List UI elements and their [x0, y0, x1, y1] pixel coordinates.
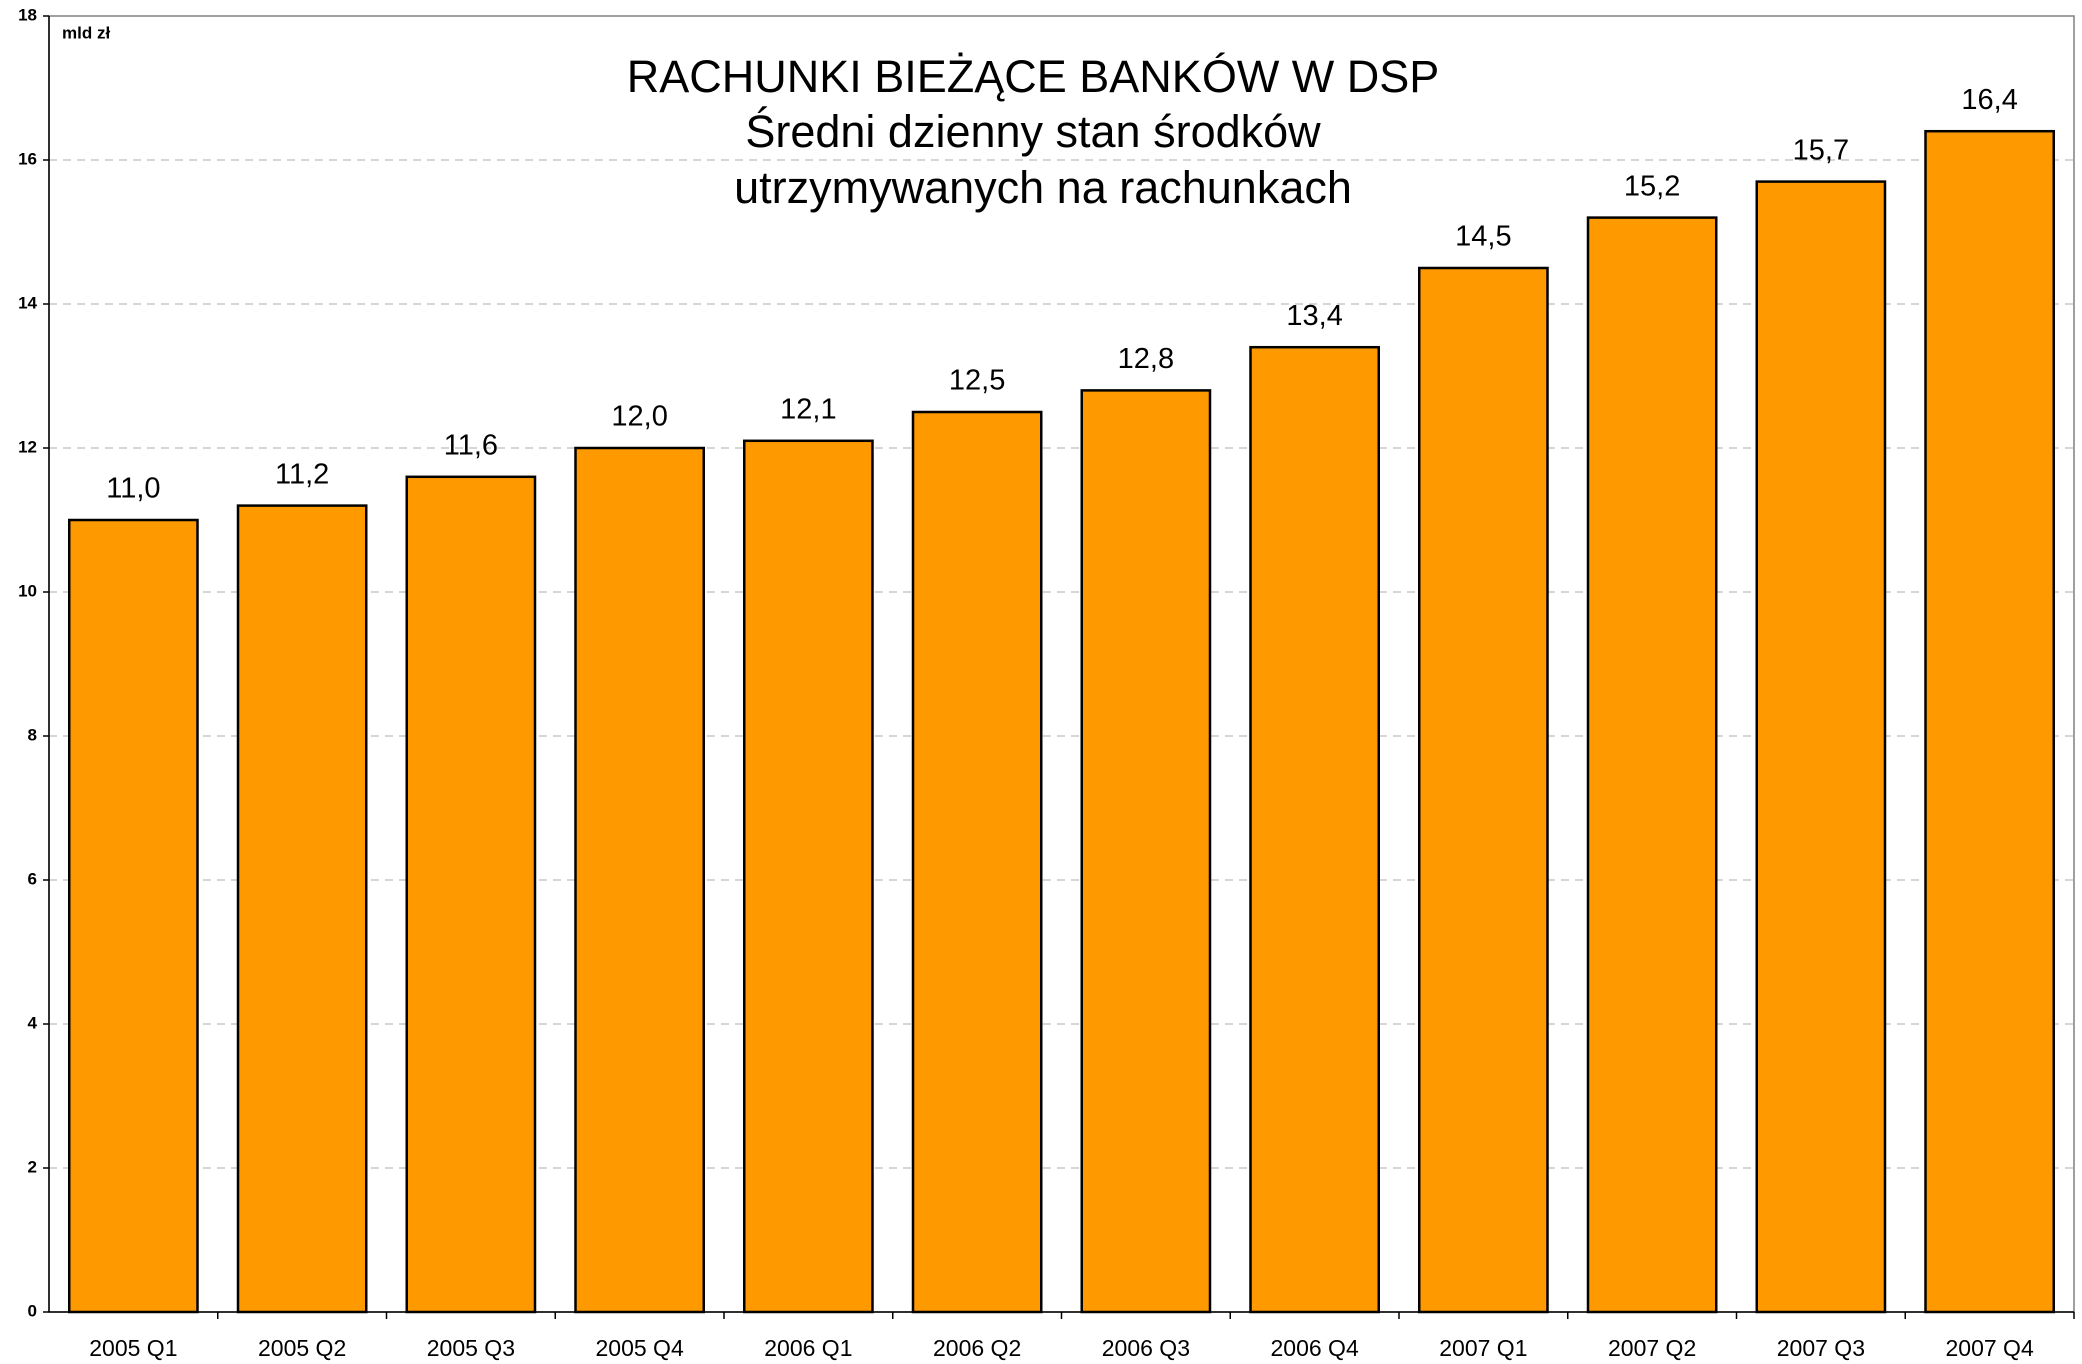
- y-axis-label: mld zł: [62, 23, 110, 42]
- bar: [405, 475, 537, 1314]
- y-tick-label: 10: [18, 581, 37, 600]
- data-label: 11,2: [275, 458, 329, 490]
- data-label: 16,4: [1961, 84, 2017, 116]
- y-tick-label: 2: [28, 1157, 37, 1176]
- x-tick-label: 2006 Q3: [1102, 1335, 1190, 1361]
- y-tick-label: 18: [18, 5, 37, 24]
- bar: [1586, 216, 1718, 1314]
- y-tick-label: 16: [18, 149, 37, 168]
- y-tick-label: 8: [28, 725, 37, 744]
- bar: [1924, 129, 2055, 1314]
- data-label: 13,4: [1286, 300, 1342, 332]
- x-tick-label: 2005 Q1: [89, 1335, 177, 1361]
- x-tick-label: 2007 Q3: [1777, 1335, 1865, 1361]
- data-label: 12,0: [611, 401, 667, 433]
- bar: [1080, 389, 1212, 1314]
- x-tick-label: 2005 Q2: [258, 1335, 346, 1361]
- bar: [574, 446, 705, 1314]
- bar: [1249, 345, 1380, 1314]
- y-tick-label: 6: [28, 869, 37, 888]
- chart-subtitle: utrzymywanych na rachunkach: [734, 162, 1352, 213]
- data-label: 15,2: [1624, 170, 1680, 202]
- bar: [1418, 266, 1549, 1314]
- bar: [1755, 180, 1887, 1314]
- data-label: 12,5: [949, 365, 1005, 397]
- chart-subtitle: Średni dzienny stan środków: [745, 106, 1321, 157]
- y-tick-label: 14: [18, 293, 37, 312]
- data-label: 14,5: [1455, 221, 1511, 253]
- x-tick-label: 2006 Q4: [1271, 1335, 1359, 1361]
- x-tick-label: 2007 Q2: [1608, 1335, 1696, 1361]
- x-tick-label: 2005 Q4: [596, 1335, 684, 1361]
- y-tick-label: 0: [28, 1301, 37, 1320]
- data-label: 11,0: [106, 473, 160, 505]
- data-label: 15,7: [1793, 134, 1849, 166]
- x-tick-label: 2005 Q3: [427, 1335, 515, 1361]
- bar: [68, 518, 199, 1314]
- bar: [743, 439, 874, 1314]
- data-label: 12,8: [1118, 343, 1174, 375]
- y-tick-label: 4: [28, 1013, 38, 1032]
- y-tick-label: 12: [18, 437, 37, 456]
- data-label: 11,6: [444, 429, 498, 461]
- bar: [236, 504, 368, 1314]
- data-label: 12,1: [780, 393, 836, 425]
- x-tick-label: 2007 Q1: [1439, 1335, 1527, 1361]
- chart-title: RACHUNKI BIEŻĄCE BANKÓW W DSP: [627, 51, 1440, 102]
- x-tick-label: 2007 Q4: [1946, 1335, 2034, 1361]
- x-tick-label: 2006 Q1: [764, 1335, 852, 1361]
- x-tick-label: 2006 Q2: [933, 1335, 1021, 1361]
- bar: [911, 410, 1043, 1314]
